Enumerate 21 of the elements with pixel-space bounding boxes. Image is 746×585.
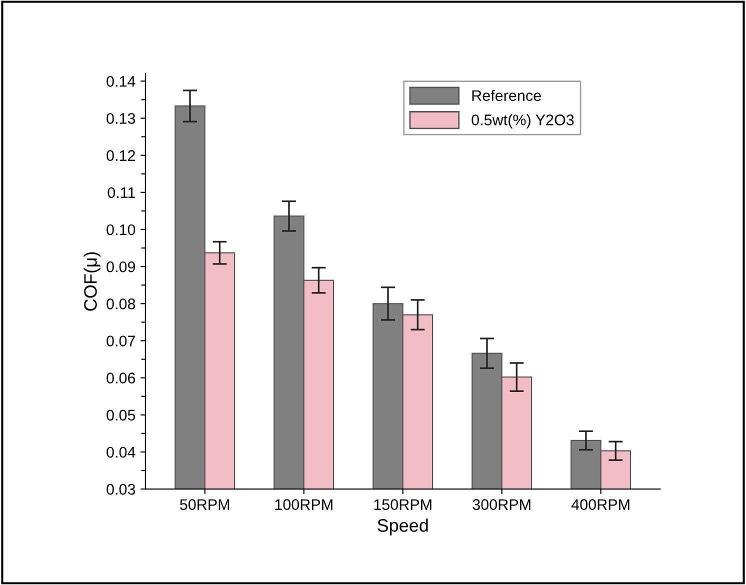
y-tick-label: 0.07 [106,336,135,346]
y-tick-label: 0.05 [106,410,136,421]
y-tick-label: 0.12 [106,150,135,161]
legend-label: 0.5wt(%) Y2O3 [472,114,574,128]
y-tick-label: 0.04 [106,446,136,458]
x-tick-label: 50RPM [180,499,230,510]
legend-label: Reference [472,90,541,102]
y-tick-label: 0.09 [106,261,136,272]
y-tick-label: 0.08 [106,298,136,310]
y-axis-title: COF(μ) [84,252,100,311]
y-tick-label: 0.13 [106,113,136,124]
x-axis-title: Speed [378,518,428,536]
x-tick-label: 100RPM [275,499,332,510]
x-tick-label: 150RPM [374,499,432,510]
y-tick-label: 0.10 [106,224,136,236]
y-tick-label: 0.14 [106,76,136,87]
x-tick-label: 300RPM [472,499,530,510]
x-tick-label: 400RPM [571,499,630,510]
y-tick-label: 0.03 [106,484,136,495]
y-tick-label: 0.06 [106,372,136,384]
y-tick-label: 0.11 [108,187,136,198]
